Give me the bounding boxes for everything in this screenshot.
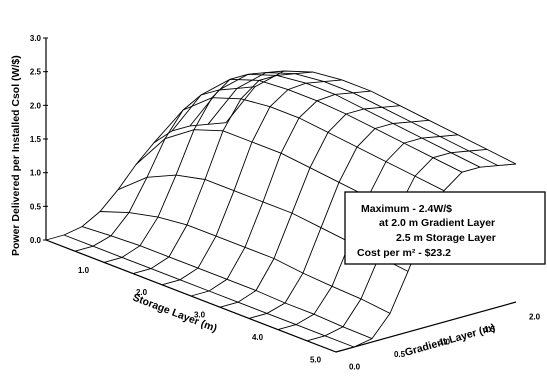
mesh-line-gradient-1.4 [171, 78, 463, 173]
mesh-line-storage-1.25 [103, 70, 285, 263]
storage-tick-label: 3.0 [194, 311, 206, 320]
mesh-line-gradient-0.4 [81, 226, 373, 340]
z-tick-label: 1.0 [30, 169, 42, 178]
gradient-tick-label: 0.0 [349, 363, 361, 372]
storage-tick-label: 2.0 [136, 288, 148, 297]
annotation-box: Maximum - 2.4W/$ at 2.0 m Gradient Layer… [344, 191, 546, 265]
mesh-line-storage-2.75 [190, 90, 372, 297]
annotation-line-3: 2.5 m Storage Layer [396, 232, 496, 244]
mesh-line-storage-2.25 [161, 79, 343, 286]
mesh-line-storage-0.25 [45, 122, 227, 241]
z-tick-label: 2.5 [30, 68, 42, 77]
gradient-axis-title: Gradient Layer (m) [404, 322, 497, 359]
mesh-line-gradient-0.6 [99, 211, 391, 314]
mesh-line-gradient-1.2 [153, 97, 445, 192]
z-axis-title: Power Delivered per Installed Csol (W/$) [10, 55, 22, 256]
tick-labels: 0.0 0.5 1.0 1.5 2.0 2.5 3.0 1.0 2.0 3.0 4.0 5.0 0.0 0… [30, 34, 541, 372]
z-tick-label: 3.0 [30, 34, 42, 43]
storage-tick-label: 4.0 [252, 333, 264, 342]
gradient-tick-label: 0.5 [394, 350, 406, 359]
annotation-line-1: Maximum - 2.4W/$ [361, 203, 452, 215]
gradient-tick-label: 1.0 [439, 338, 451, 347]
mesh-line-storage-0.75 [74, 86, 256, 252]
mesh-line-gradient-1.8 [207, 72, 499, 167]
storage-tick-label: 1.0 [78, 266, 90, 275]
storage-tick-label: 5.0 [310, 355, 322, 364]
gradient-tick-label: 2.0 [529, 313, 541, 322]
annotation-line-2: at 2.0 m Gradient Layer [379, 217, 495, 229]
z-tick-label: 0.0 [30, 236, 42, 245]
mesh-line-storage-1.75 [132, 71, 314, 275]
z-tick-label: 2.0 [30, 101, 42, 110]
storage-axis-title: Storage Layer (m) [131, 292, 219, 335]
z-tick-label: 0.5 [30, 202, 42, 211]
gradient-axis-line [335, 301, 517, 353]
storage-axis-line [45, 239, 337, 353]
annotation-line-4: Cost per m² - $23.2 [357, 247, 451, 259]
mesh-line-gradient-1.6 [189, 73, 481, 168]
mesh-line-gradient-0.2 [63, 234, 355, 348]
mesh-line-gradient-2 [225, 70, 517, 165]
gradient-tick-label: 1.5 [484, 325, 496, 334]
z-tick-label: 1.5 [30, 135, 42, 144]
